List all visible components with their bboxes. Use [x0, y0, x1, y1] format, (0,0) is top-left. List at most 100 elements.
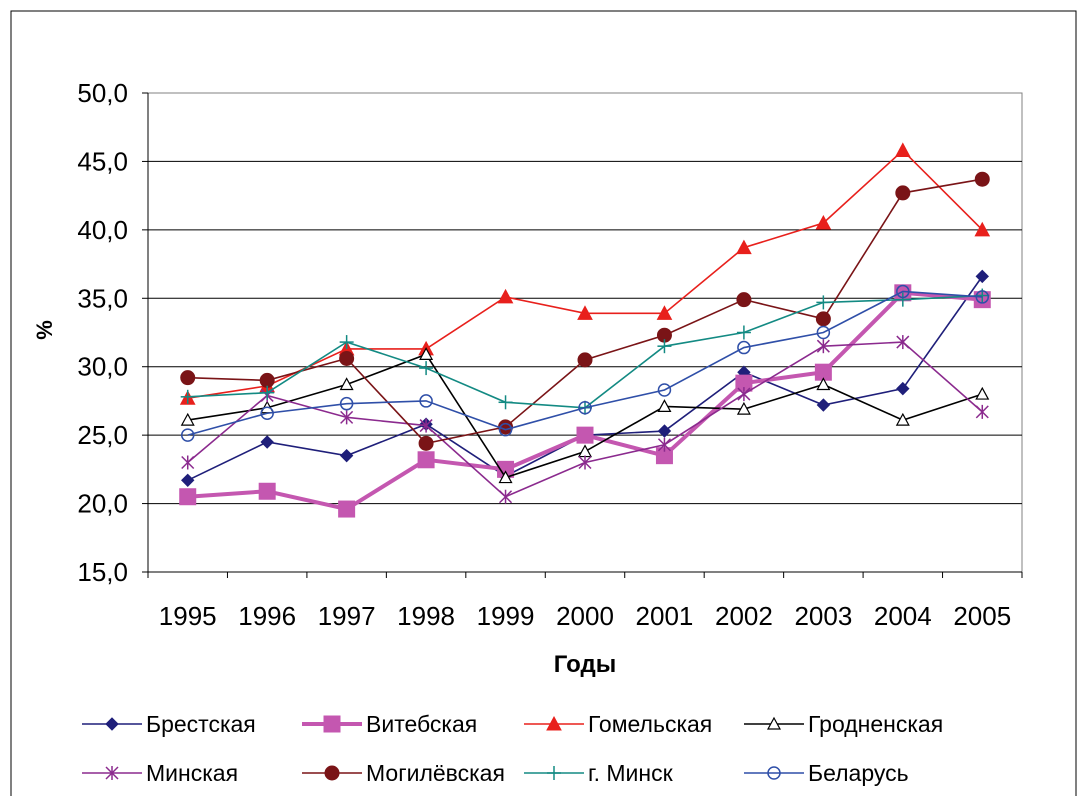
data-point — [894, 142, 911, 157]
legend-item: Минская — [82, 760, 238, 786]
legend-marker — [767, 766, 781, 780]
data-point — [815, 214, 832, 230]
legend: Брестская Витебская Гомельская Гродненская М… — [82, 711, 943, 786]
data-point — [419, 418, 433, 433]
legend-marker — [324, 765, 340, 781]
data-point — [576, 426, 594, 444]
data-point — [895, 412, 910, 426]
data-point — [657, 383, 672, 397]
data-point — [974, 171, 990, 187]
x-tick-label: 1998 — [397, 601, 455, 631]
legend-item: Брестская — [82, 711, 256, 737]
legend-label: Минская — [146, 760, 238, 786]
y-tick-label: 45,0 — [77, 146, 128, 176]
data-point — [180, 389, 195, 404]
data-point — [419, 361, 434, 376]
data-point — [181, 473, 195, 488]
data-point — [736, 292, 752, 308]
x-tick-label: 2002 — [715, 601, 773, 631]
legend-item: Гомельская — [524, 711, 712, 737]
data-point — [736, 325, 751, 340]
legend-item: Могилёвская — [302, 760, 505, 786]
legend-label: Гродненская — [808, 711, 943, 737]
data-point — [260, 385, 275, 400]
x-tick-label: 1996 — [238, 601, 296, 631]
data-point — [339, 448, 354, 463]
plot-area — [147, 92, 1023, 573]
data-point — [657, 424, 672, 438]
legend-item: Гродненская — [744, 711, 943, 737]
data-point — [419, 347, 434, 360]
data-point — [339, 377, 354, 391]
y-tick-label: 20,0 — [77, 489, 128, 519]
data-point — [499, 489, 513, 504]
data-point — [180, 428, 195, 442]
data-point — [260, 406, 274, 420]
data-point — [657, 437, 671, 452]
data-point — [895, 292, 910, 307]
data-point — [417, 451, 435, 469]
y-axis-label: % — [32, 320, 57, 340]
data-point — [260, 435, 274, 449]
data-point — [816, 377, 831, 391]
x-tick-label: 2000 — [556, 601, 614, 631]
legend-marker — [546, 715, 562, 731]
data-point — [497, 288, 514, 304]
legend-label: Гомельская — [588, 711, 712, 737]
data-point — [896, 284, 910, 299]
data-point — [974, 221, 991, 237]
data-point — [657, 339, 672, 354]
data-point — [181, 455, 195, 470]
y-tick-label: 30,0 — [77, 352, 128, 382]
data-point — [737, 340, 751, 355]
series-line — [187, 290, 983, 436]
data-point — [258, 482, 276, 500]
legend-label: Могилёвская — [366, 760, 505, 786]
data-point — [179, 488, 197, 506]
x-tick-label: 2001 — [636, 601, 694, 631]
data-point — [578, 455, 592, 470]
data-point — [578, 401, 592, 415]
legend-label: г. Минск — [588, 760, 674, 786]
data-point — [418, 435, 434, 451]
y-tick-label: 25,0 — [77, 420, 128, 450]
y-tick-label: 15,0 — [77, 557, 128, 587]
data-point — [816, 398, 831, 412]
legend-label: Беларусь — [808, 760, 909, 786]
legend-marker — [547, 766, 561, 780]
x-axis-label: Годы — [554, 651, 616, 678]
legend-item: Беларусь — [744, 760, 909, 786]
axis-layer: 15,0 20,0 25,0 30,0 35,0 40,0 45,0 50,0 1995 1996… — [77, 78, 1023, 631]
legend-marker — [766, 716, 782, 730]
data-point — [340, 410, 354, 425]
series-6 — [180, 171, 990, 451]
legend-label: Брестская — [146, 711, 256, 737]
data-point — [975, 386, 990, 400]
data-point — [338, 500, 356, 518]
data-point — [816, 325, 831, 340]
legend-item: г. Минск — [524, 760, 674, 786]
data-point — [657, 399, 672, 413]
data-point — [975, 290, 990, 304]
data-point — [975, 269, 989, 284]
data-point — [180, 370, 196, 386]
data-point — [975, 404, 989, 419]
legend-label: Витебская — [366, 711, 477, 737]
series-4 — [180, 347, 990, 484]
legend-marker — [105, 717, 119, 731]
x-tick-label: 2005 — [953, 601, 1011, 631]
data-point — [259, 372, 275, 388]
x-tick-label: 2004 — [874, 601, 932, 631]
data-point — [498, 470, 513, 484]
data-point — [419, 394, 433, 408]
legend-marker — [105, 766, 119, 780]
x-tick-label: 1999 — [477, 601, 535, 631]
legend-marker — [323, 715, 341, 733]
x-tick-label: 1995 — [159, 601, 217, 631]
data-point — [816, 339, 830, 354]
data-point — [896, 335, 910, 350]
y-tick-label: 50,0 — [77, 78, 128, 108]
data-point — [815, 311, 831, 327]
